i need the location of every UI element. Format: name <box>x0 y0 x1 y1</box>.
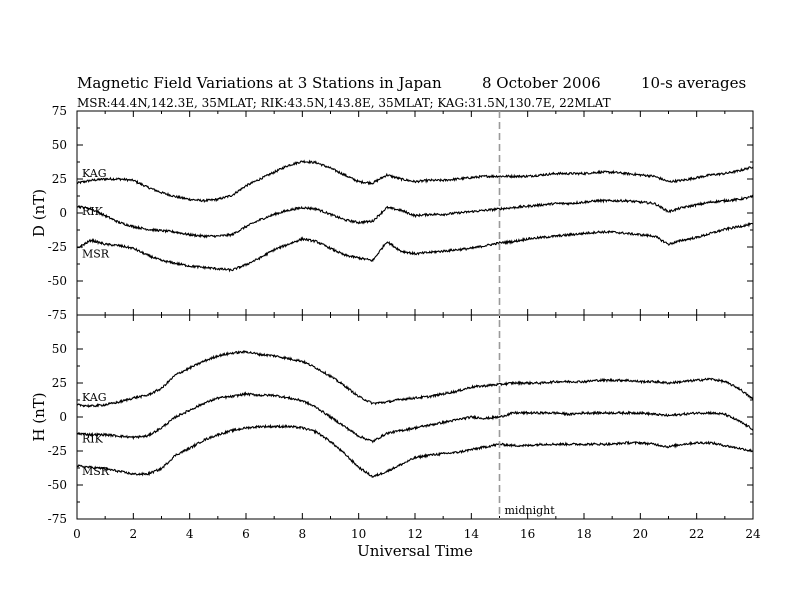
x-tick-label: 18 <box>576 527 591 541</box>
series-line-rik <box>76 391 754 444</box>
x-tick-label: 22 <box>689 527 704 541</box>
x-tick-label: 2 <box>130 527 138 541</box>
plot-panels: 75 50 25 0 -25 -50 -75 D (nT) KAG RIK MSR 50 25 0 -25 -… <box>30 104 761 560</box>
series-label-msr: MSR <box>82 465 110 478</box>
y-tick-label: 0 <box>59 206 67 220</box>
y-tick-label: -25 <box>48 240 67 254</box>
x-axis-title: Universal Time <box>357 542 473 560</box>
chart-averaging: 10-s averages <box>641 74 746 92</box>
chart-date: 8 October 2006 <box>482 74 601 92</box>
series-label-kag: KAG <box>82 167 107 180</box>
panel-frame <box>76 110 754 316</box>
midnight-label: midnight <box>505 504 556 517</box>
y-tick-label: -75 <box>48 308 67 322</box>
header: Magnetic Field Variations at 3 Stations … <box>77 74 746 110</box>
y-axis-title: H (nT) <box>30 392 48 441</box>
x-tick-label: 14 <box>464 527 480 541</box>
x-tick-label: 4 <box>186 527 194 541</box>
x-tick-label: 16 <box>520 527 535 541</box>
series-line-msr <box>76 222 754 273</box>
y-tick-label: -50 <box>48 274 67 288</box>
y-tick-label: 0 <box>59 410 67 424</box>
y-tick-label: 25 <box>52 172 67 186</box>
series-label-msr: MSR <box>82 247 110 260</box>
panel-D: 75 50 25 0 -25 -50 -75 D (nT) KAG RIK MSR <box>30 104 754 322</box>
y-tick-label: 50 <box>52 138 67 152</box>
chart-subtitle: MSR:44.4N,142.3E, 35MLAT; RIK:43.5N,143.… <box>77 96 611 110</box>
y-tick-label: 75 <box>52 104 67 118</box>
x-tick-label: 6 <box>242 527 250 541</box>
x-tick-label: 12 <box>407 527 422 541</box>
x-tick-label: 0 <box>73 527 81 541</box>
x-tick-label: 24 <box>745 527 761 541</box>
y-tick-label: -25 <box>48 444 67 458</box>
series-line-kag <box>76 159 754 204</box>
series-line-kag <box>76 350 754 409</box>
y-tick-label: 50 <box>52 342 67 356</box>
y-axis-title: D (nT) <box>30 189 48 237</box>
x-tick-label: 10 <box>351 527 366 541</box>
chart-title: Magnetic Field Variations at 3 Stations … <box>77 74 442 92</box>
series-line-rik <box>77 194 754 239</box>
y-tick-label: -75 <box>48 512 67 526</box>
annotations: midnight <box>498 111 556 519</box>
panel-frame <box>76 314 754 520</box>
series-line-msr <box>76 423 754 479</box>
series-label-rik: RIK <box>82 432 104 445</box>
series-label-rik: RIK <box>82 205 104 218</box>
x-tick-label: 8 <box>299 527 307 541</box>
series-label-kag: KAG <box>82 391 107 404</box>
x-tick-label: 20 <box>633 527 648 541</box>
y-tick-label: -50 <box>48 478 67 492</box>
y-tick-label: 25 <box>52 376 67 390</box>
